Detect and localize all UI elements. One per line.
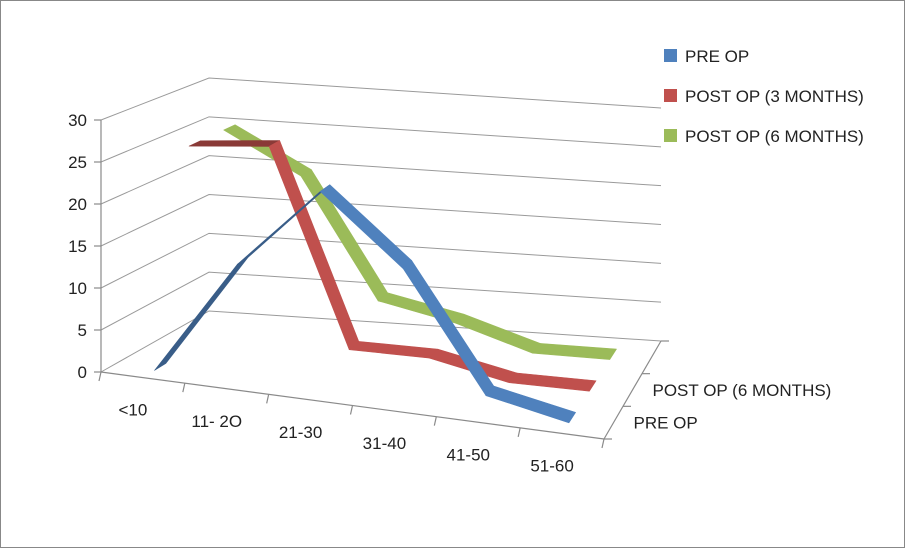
gridline	[100, 232, 662, 289]
series-segment	[485, 385, 576, 424]
series-segment	[377, 292, 465, 324]
x-tick-mark	[182, 383, 186, 393]
y-tick-label: 15	[68, 237, 87, 256]
x-axis-ticks: <10 11- 2O 21-30 31-40 41-50 51-60	[98, 371, 605, 475]
series-segment	[508, 372, 597, 392]
series-line	[154, 184, 576, 424]
series-segment	[154, 257, 249, 371]
y-axis-ticks: 0 5 10 15 20 25 30	[68, 111, 101, 382]
y-tick-label: 0	[78, 363, 87, 382]
depth-tick-label: PRE OP	[634, 414, 698, 433]
gridlines	[100, 77, 662, 373]
x-tick-label: <10	[118, 401, 147, 420]
gridline	[100, 271, 662, 331]
gridline	[100, 77, 662, 121]
x-tick-mark	[517, 427, 521, 437]
gridline	[100, 310, 662, 373]
y-tick-label: 25	[68, 153, 87, 172]
x-tick-mark	[266, 394, 270, 404]
legend: PRE OP POST OP (3 MONTHS) POST OP (6 MONTH…	[664, 47, 864, 146]
series-segment	[188, 140, 280, 147]
legend-swatch	[664, 129, 677, 142]
series-lines	[154, 124, 617, 424]
x-tick-label: 41-50	[447, 445, 490, 464]
depth-tick-label: POST OP (6 MONTHS)	[653, 381, 832, 400]
legend-swatch	[664, 89, 677, 102]
legend-label: POST OP (3 MONTHS)	[685, 87, 864, 106]
y-tick-label: 5	[78, 321, 87, 340]
x-tick-label: 31-40	[363, 434, 406, 453]
x-tick-label: 11- 2O	[191, 412, 242, 431]
legend-label: PRE OP	[685, 47, 749, 66]
x-tick-label: 21-30	[279, 423, 322, 442]
series-segment	[223, 124, 312, 177]
series-segment	[348, 341, 439, 359]
x-tick-mark	[98, 371, 102, 382]
series-segment	[532, 343, 617, 360]
depth-axis-ticks: POST OP (6 MONTHS) PRE OP	[604, 340, 832, 440]
y-tick-label: 20	[68, 195, 87, 214]
series-line	[223, 124, 617, 360]
gridline	[100, 155, 662, 205]
axes	[100, 120, 662, 440]
x-tick-mark	[349, 405, 354, 415]
depth-axis	[603, 340, 662, 440]
x-tick-label: 51-60	[530, 456, 573, 475]
y-tick-label: 30	[68, 111, 87, 130]
x-tick-mark	[601, 438, 605, 449]
x-tick-mark	[433, 416, 437, 426]
legend-label: POST OP (6 MONTHS)	[685, 127, 864, 146]
gridline	[100, 116, 662, 163]
legend-swatch	[664, 49, 677, 62]
gridline	[100, 193, 662, 247]
y-tick-label: 10	[68, 279, 87, 298]
